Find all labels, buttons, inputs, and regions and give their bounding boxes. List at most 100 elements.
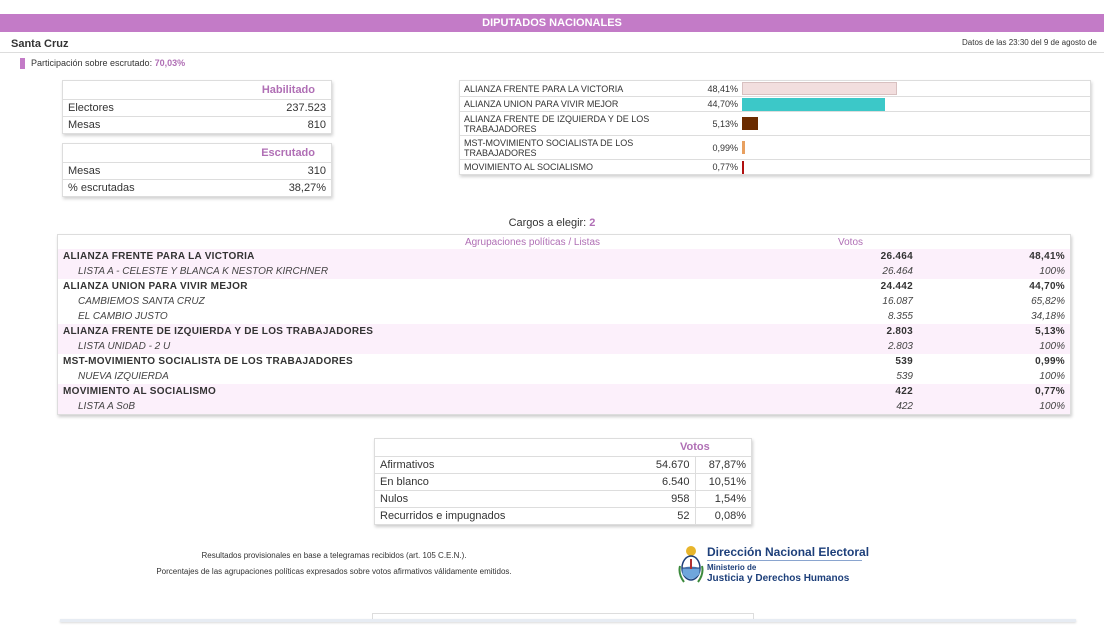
list-row: LISTA A SoB 422 100%: [58, 399, 1070, 414]
list-pct: 65,82%: [1031, 296, 1065, 307]
list-votes: 539: [896, 371, 913, 382]
bar-party-pct: 48,41%: [707, 83, 738, 94]
bar-fill: [742, 141, 746, 154]
list-votes: 26.464: [838, 264, 918, 279]
habilitado-box: Habilitado Electores 237.523 Mesas 810: [62, 80, 332, 134]
list-pct: 100%: [918, 399, 1070, 414]
list-row: LISTA A - CELESTE Y BLANCA K NESTOR KIRC…: [58, 264, 1070, 279]
bar-party-name: ALIANZA UNION PARA VIVIR MEJOR: [464, 99, 619, 109]
list-name: LISTA UNIDAD - 2 U: [58, 339, 838, 354]
escrutado-title: Escrutado: [261, 146, 315, 159]
list-name: LISTA A SoB: [58, 399, 838, 414]
bar-party-pct: 44,70%: [707, 99, 738, 109]
party-name: ALIANZA FRENTE DE IZQUIERDA Y DE LOS TRA…: [58, 324, 838, 339]
party-name: MOVIMIENTO AL SOCIALISMO: [58, 384, 838, 399]
list-pct: 34,18%: [1031, 311, 1065, 322]
votos-title: Votos: [680, 441, 710, 454]
table-row: En blanco 6.540 10,51%: [375, 472, 751, 490]
list-name: NUEVA IZQUIERDA: [78, 371, 169, 382]
divider: [0, 52, 1104, 53]
row-label: Mesas: [63, 115, 205, 133]
votos-pct: 87,87%: [694, 455, 751, 473]
party-pct: 44,70%: [918, 279, 1070, 294]
votos-pct: 1,54%: [694, 489, 751, 507]
participation-label: Participación sobre escrutado:: [31, 58, 153, 68]
list-votes: 2.803: [838, 339, 918, 354]
participation-marker: [20, 58, 25, 70]
participation-value: 70,03%: [154, 58, 186, 68]
col-votos: Votos: [838, 236, 864, 248]
party-bar-summary: ALIANZA FRENTE PARA LA VICTORIA 48,41% A…: [459, 80, 1091, 175]
table-row: Afirmativos 54.670 87,87%: [375, 455, 751, 473]
party-name: ALIANZA FRENTE PARA LA VICTORIA: [58, 249, 838, 264]
argentina-coat-of-arms-icon: [678, 546, 704, 583]
list-name: EL CAMBIO JUSTO: [78, 311, 168, 322]
table-row: % escrutadas 38,27%: [63, 178, 331, 196]
party-votes: 422: [838, 384, 918, 399]
page-title: DIPUTADOS NACIONALES: [0, 14, 1104, 32]
row-value: 237.523: [204, 98, 331, 116]
cargos-a-elegir: Cargos a elegir: 2: [0, 217, 1104, 229]
bar-party-name: MOVIMIENTO AL SOCIALISMO: [464, 162, 594, 172]
votos-label: Nulos: [375, 489, 617, 507]
row-label: Electores: [63, 98, 205, 116]
list-votes: 8.355: [887, 311, 913, 322]
participation-summary: Participación sobre escrutado: 70,03%: [20, 58, 186, 70]
party-pct: 5,13%: [918, 324, 1070, 339]
cargos-value: 2: [589, 217, 596, 229]
data-timestamp: Datos de las 23:30 del 9 de agosto de: [962, 38, 1097, 47]
party-votes: 26.464: [838, 249, 918, 264]
logo-title: Dirección Nacional Electoral: [707, 545, 870, 559]
party-row: MST-MOVIMIENTO SOCIALISTA DE LOS TRABAJA…: [58, 354, 1070, 369]
party-votes: 24.442: [838, 279, 918, 294]
votos-label: En blanco: [375, 472, 617, 490]
bar-party-name: MST-MOVIMIENTO SOCIALISTA DE LOS TRABAJA…: [464, 137, 634, 158]
votos-count: 52: [616, 506, 695, 524]
list-row: CAMBIEMOS SANTA CRUZ 16.087 65,82%: [58, 294, 1070, 309]
party-row: MOVIMIENTO AL SOCIALISMO 422 0,77%: [58, 384, 1070, 399]
bar-row: ALIANZA FRENTE DE IZQUIERDA Y DE LOS TRA…: [460, 111, 1090, 135]
bottom-box: [372, 613, 754, 619]
party-pct: 0,77%: [918, 384, 1070, 399]
votos-summary-table: Votos Afirmativos 54.670 87,87% En blanc…: [374, 438, 752, 525]
region-name: Santa Cruz: [11, 38, 69, 50]
bar-row: MST-MOVIMIENTO SOCIALISTA DE LOS TRABAJA…: [460, 135, 1090, 159]
logo-dept: Justicia y Derechos Humanos: [707, 573, 850, 584]
party-name: ALIANZA UNION PARA VIVIR MEJOR: [58, 279, 838, 294]
logo-divider: [707, 560, 862, 561]
votos-pct: 10,51%: [694, 472, 751, 490]
table-row: Recurridos e impugnados 52 0,08%: [375, 506, 751, 524]
party-row: ALIANZA FRENTE PARA LA VICTORIA 26.464 4…: [58, 249, 1070, 264]
bar-row: MOVIMIENTO AL SOCIALISMO 0,77%: [460, 159, 1090, 174]
footnotes: Resultados provisionales en base a teleg…: [130, 548, 538, 580]
dne-logo: Dirección Nacional Electoral Ministerio …: [678, 544, 870, 588]
row-value: 310: [228, 161, 331, 179]
escrutado-box: Escrutado Mesas 310 % escrutadas 38,27%: [62, 143, 332, 197]
votos-pct: 0,08%: [694, 506, 751, 524]
list-name: LISTA A - CELESTE Y BLANCA K NESTOR KIRC…: [58, 264, 838, 279]
bottom-divider: [60, 619, 1076, 622]
table-row: Mesas 810: [63, 115, 331, 133]
habilitado-title: Habilitado: [261, 83, 315, 96]
results-table: Agrupaciones políticas / Listas Votos AL…: [57, 234, 1071, 415]
party-row: ALIANZA FRENTE DE IZQUIERDA Y DE LOS TRA…: [58, 324, 1070, 339]
footnote-line: Resultados provisionales en base a teleg…: [201, 551, 467, 560]
list-pct: 100%: [1039, 371, 1065, 382]
bar-fill: [742, 97, 886, 111]
party-votes: 2.803: [838, 324, 918, 339]
row-value: 810: [204, 115, 331, 133]
bar-row: ALIANZA UNION PARA VIVIR MEJOR 44,70%: [460, 96, 1090, 111]
votos-count: 54.670: [616, 455, 695, 473]
votos-count: 958: [616, 489, 695, 507]
bar-party-name: ALIANZA FRENTE PARA LA VICTORIA: [464, 83, 624, 94]
list-votes: 422: [838, 399, 918, 414]
party-pct: 48,41%: [918, 249, 1070, 264]
bar-row: ALIANZA FRENTE PARA LA VICTORIA 48,41%: [460, 81, 1090, 96]
bar-fill: [742, 160, 745, 174]
bar-fill: [742, 82, 897, 95]
votos-label: Afirmativos: [375, 455, 617, 473]
col-agrupaciones: Agrupaciones políticas / Listas: [464, 236, 601, 248]
table-row: Mesas 310: [63, 161, 331, 179]
bar-party-name: ALIANZA FRENTE DE IZQUIERDA Y DE LOS TRA…: [464, 113, 650, 134]
party-votes: 539: [838, 354, 918, 369]
